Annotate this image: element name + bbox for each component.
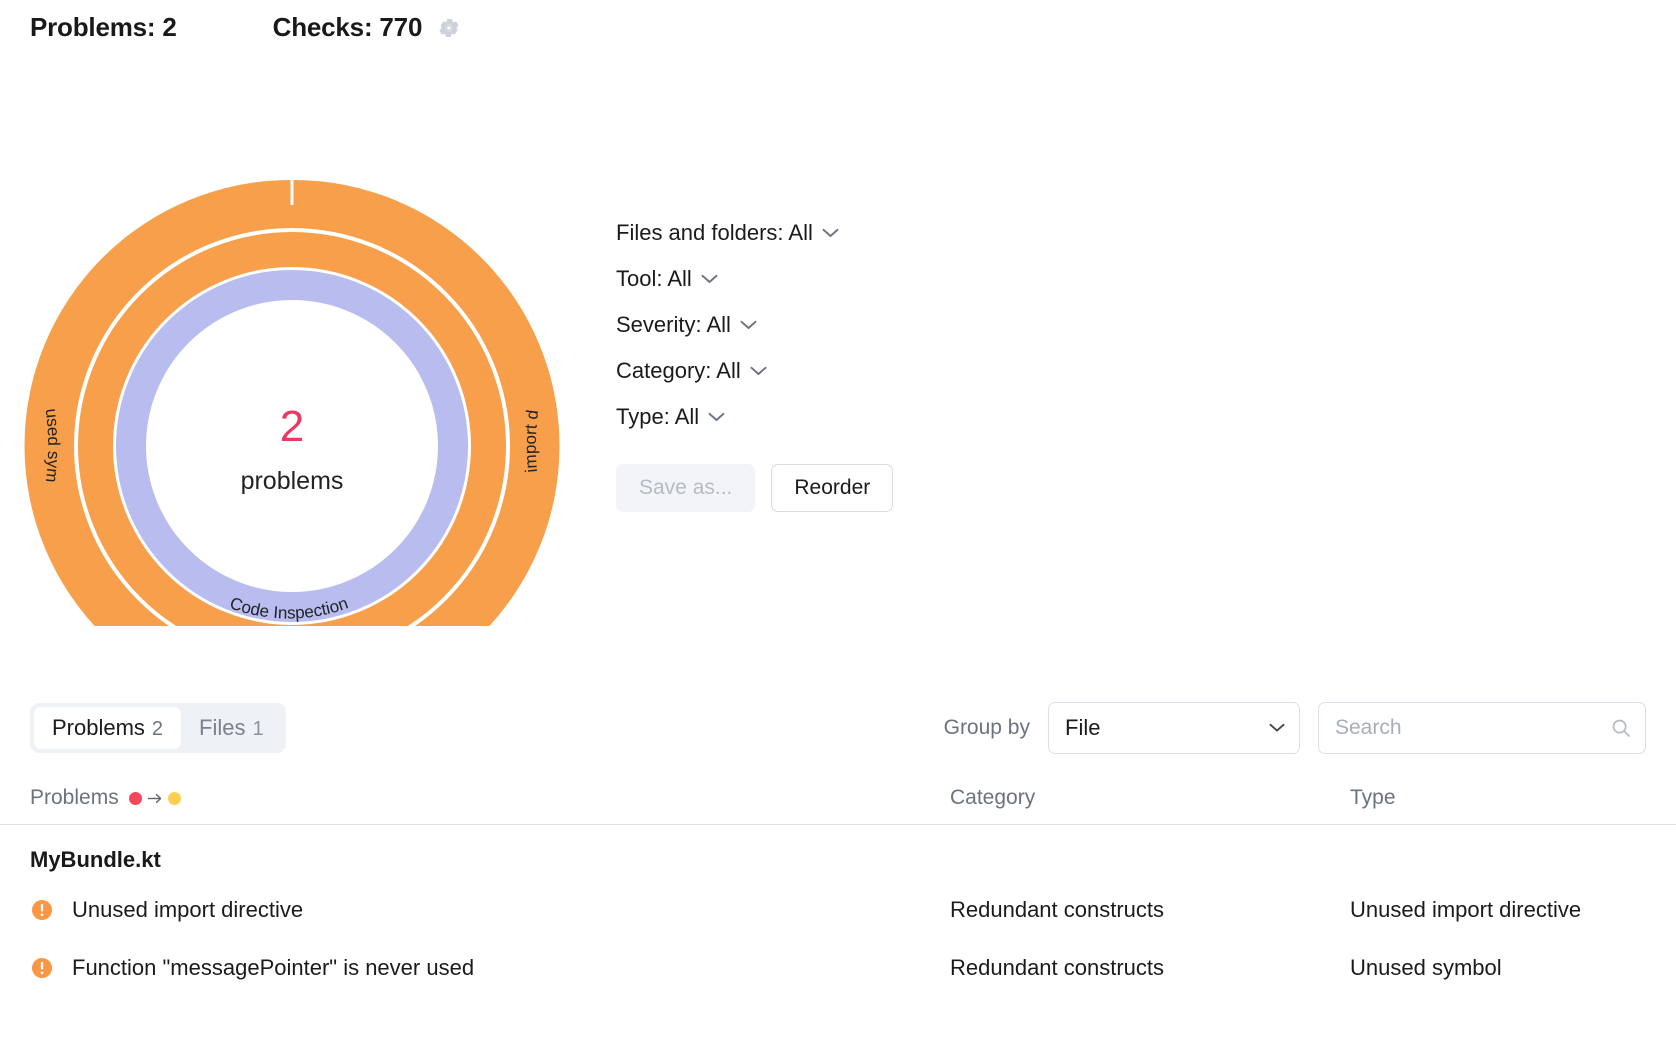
problem-title: Function "messagePointer" is never used (72, 955, 475, 980)
tab-files-label: Files (199, 715, 246, 740)
search-icon (1611, 718, 1631, 738)
file-group-header[interactable]: MyBundle.kt (30, 847, 161, 872)
warning-icon (30, 956, 54, 980)
chevron-down-icon (701, 274, 718, 284)
filter-actions: Save as... Reorder (616, 464, 894, 513)
tab-files[interactable]: Files 1 (181, 707, 282, 749)
filter-severity-label: Severity: All (616, 312, 731, 337)
tab-problems[interactable]: Problems 2 (34, 707, 182, 749)
group-by-label: Group by (943, 716, 1030, 739)
table-row[interactable]: Unused import directive Redundant constr… (0, 881, 1676, 939)
chevron-down-icon (708, 412, 725, 422)
gear-icon (437, 16, 461, 40)
inspection-sunburst-chart[interactable]: Code Inspection High Redundant construct… (22, 96, 562, 626)
arrow-right-icon (147, 793, 163, 804)
results-toolbar: Problems 2 Files 1 Group by File (0, 700, 1676, 756)
cell-category: Redundant constructs (950, 955, 1165, 980)
filter-type[interactable]: Type: All (616, 404, 725, 430)
filters-panel: Files and folders: All Tool: All Severit… (616, 220, 894, 513)
table-row[interactable]: Function "messagePointer" is never used … (0, 939, 1676, 997)
donut-center-label: problems (241, 467, 344, 495)
group-by-value: File (1065, 715, 1101, 740)
search-input[interactable] (1333, 715, 1631, 741)
severity-dot-high-icon (128, 791, 142, 805)
table-header-row: Problems Category Type (0, 786, 1676, 825)
filter-category-label: Category: All (616, 358, 741, 383)
settings-button[interactable] (436, 15, 462, 41)
severity-dot-warning-icon (167, 791, 181, 805)
column-header-problems[interactable]: Problems (30, 786, 950, 810)
cell-type: Unused import directive (1350, 897, 1582, 922)
sunburst-rings[interactable] (24, 180, 560, 627)
warning-icon (30, 898, 54, 922)
cell-type: Unused symbol (1350, 955, 1502, 980)
filter-files-and-folders-label: Files and folders: All (616, 220, 813, 245)
severity-sort-indicator[interactable] (128, 791, 181, 805)
column-header-category-label: Category (950, 786, 1036, 809)
arc-code-inspection[interactable] (116, 270, 468, 622)
search-box[interactable] (1318, 702, 1646, 754)
tab-files-count: 1 (252, 718, 264, 740)
save-as-button[interactable]: Save as... (616, 464, 756, 513)
chevron-down-icon (1269, 723, 1285, 733)
chevron-down-icon (740, 320, 757, 330)
cell-problem: Unused import directive (30, 897, 950, 923)
column-header-category[interactable]: Category (950, 786, 1350, 810)
column-header-type[interactable]: Type (1350, 786, 1646, 810)
cell-category: Redundant constructs (950, 897, 1165, 922)
filter-category[interactable]: Category: All (616, 358, 767, 384)
page-header: Problems: 2 Checks: 770 (0, 0, 462, 43)
reorder-button[interactable]: Reorder (771, 464, 894, 513)
column-header-type-label: Type (1350, 786, 1396, 809)
toolbar-right-group: Group by File (944, 702, 1646, 754)
filter-severity[interactable]: Severity: All (616, 312, 757, 338)
arc-redundant-constructs[interactable] (51, 205, 533, 627)
filter-tool[interactable]: Tool: All (616, 266, 718, 292)
filter-files-and-folders[interactable]: Files and folders: All (616, 220, 839, 246)
arc-unused-import-directive[interactable] (293, 180, 560, 626)
problems-stat: Problems: 2 (30, 12, 177, 42)
column-header-problems-label: Problems (30, 786, 119, 809)
chevron-down-icon (750, 366, 767, 376)
chevron-down-icon (822, 228, 839, 238)
arc-high[interactable] (78, 232, 506, 627)
filter-tool-label: Tool: All (616, 266, 692, 291)
problem-title: Unused import directive (72, 897, 304, 922)
filter-type-label: Type: All (616, 404, 700, 429)
results-tabs: Problems 2 Files 1 (30, 703, 286, 753)
tab-problems-label: Problems (52, 715, 145, 740)
tab-problems-count: 2 (151, 718, 164, 740)
cell-problem: Function "messagePointer" is never used (30, 955, 950, 981)
group-by-select[interactable]: File (1048, 702, 1300, 754)
arc-unused-symbol[interactable] (24, 180, 291, 626)
checks-stat: Checks: 770 (272, 12, 423, 42)
donut-center-value: 2 (280, 402, 304, 451)
problems-table: Problems Category Type MyBundle.kt (0, 786, 1676, 997)
